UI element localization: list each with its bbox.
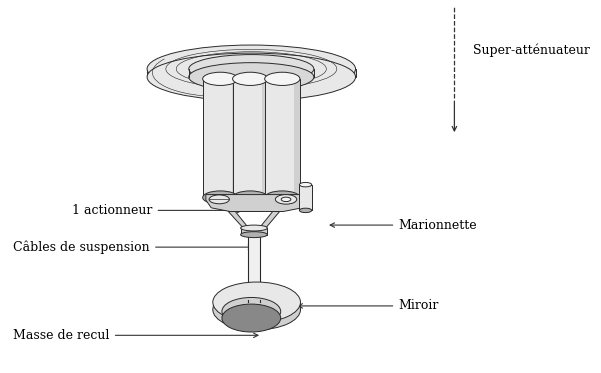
Text: Super-atténuateur: Super-atténuateur bbox=[473, 44, 590, 57]
Ellipse shape bbox=[299, 208, 312, 213]
Ellipse shape bbox=[203, 72, 238, 85]
Text: Câbles de suspension: Câbles de suspension bbox=[13, 240, 252, 254]
Ellipse shape bbox=[209, 195, 230, 204]
Ellipse shape bbox=[147, 45, 356, 93]
Ellipse shape bbox=[281, 197, 291, 201]
Polygon shape bbox=[206, 195, 305, 211]
Polygon shape bbox=[222, 311, 281, 318]
Text: Miroir: Miroir bbox=[298, 300, 439, 313]
Text: Masse de recul: Masse de recul bbox=[13, 329, 258, 342]
Polygon shape bbox=[147, 69, 194, 77]
Polygon shape bbox=[261, 79, 268, 198]
Polygon shape bbox=[299, 185, 312, 210]
Ellipse shape bbox=[189, 54, 314, 83]
Ellipse shape bbox=[240, 225, 267, 231]
Polygon shape bbox=[233, 79, 268, 198]
Ellipse shape bbox=[203, 191, 238, 204]
Polygon shape bbox=[203, 79, 238, 198]
Ellipse shape bbox=[299, 182, 312, 187]
Ellipse shape bbox=[240, 232, 267, 238]
Polygon shape bbox=[228, 211, 249, 228]
Ellipse shape bbox=[233, 191, 268, 204]
Ellipse shape bbox=[233, 72, 268, 85]
Polygon shape bbox=[264, 79, 300, 198]
Polygon shape bbox=[213, 302, 300, 310]
Polygon shape bbox=[232, 79, 238, 198]
Ellipse shape bbox=[213, 282, 300, 322]
Ellipse shape bbox=[264, 72, 300, 85]
Ellipse shape bbox=[222, 304, 281, 332]
Ellipse shape bbox=[213, 289, 300, 330]
Polygon shape bbox=[294, 79, 300, 198]
Ellipse shape bbox=[222, 298, 281, 325]
Text: 1 actionneur: 1 actionneur bbox=[72, 204, 242, 217]
Text: Marionnette: Marionnette bbox=[330, 219, 477, 232]
Ellipse shape bbox=[189, 63, 314, 91]
Polygon shape bbox=[259, 211, 279, 228]
Polygon shape bbox=[240, 228, 267, 235]
Ellipse shape bbox=[275, 195, 297, 204]
Ellipse shape bbox=[264, 191, 300, 204]
Ellipse shape bbox=[147, 53, 356, 101]
Polygon shape bbox=[309, 69, 356, 77]
Polygon shape bbox=[248, 235, 260, 289]
